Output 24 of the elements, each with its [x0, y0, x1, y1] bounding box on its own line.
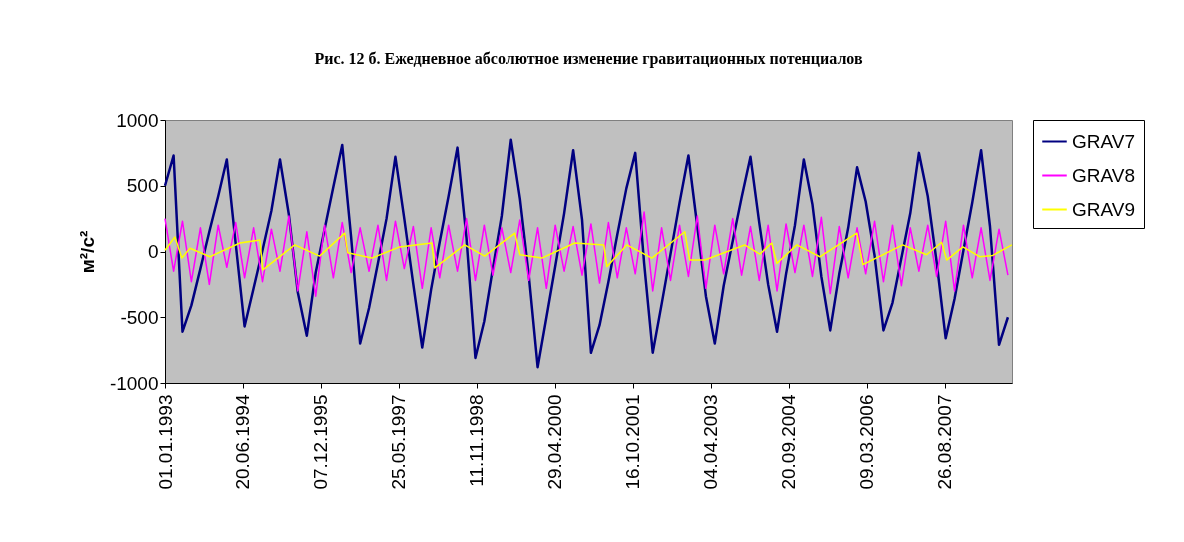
- x-tick-label: 16.10.2001: [622, 394, 644, 490]
- chart-title: Рис. 12 б. Ежедневное абсолютное изменение гравитационных потенциалов: [314, 50, 863, 68]
- y-tick-label: 500: [126, 175, 159, 197]
- x-tick-label: 20.09.2004: [778, 394, 800, 490]
- y-tick-label: -1000: [109, 372, 159, 394]
- x-tick-label: 20.06.1994: [232, 394, 254, 490]
- y-tick-label: 0: [147, 241, 159, 262]
- y-tick-label: -500: [120, 306, 159, 328]
- x-tick-label: 26.08.2007: [934, 394, 956, 490]
- x-tick-label: 11.11.1998: [466, 394, 488, 487]
- legend-label: GRAV9: [1072, 198, 1136, 220]
- x-tick-label: 04.04.2003: [700, 394, 722, 490]
- x-tick-label: 25.05.1997: [388, 394, 410, 490]
- y-axis-title: м²/с²: [76, 230, 98, 274]
- legend-label: GRAV8: [1072, 164, 1136, 186]
- x-tick-label: 01.01.1993: [154, 394, 176, 490]
- x-tick-label: 29.04.2000: [544, 394, 566, 490]
- legend-label: GRAV7: [1072, 130, 1136, 152]
- x-tick-label: 09.03.2006: [856, 394, 878, 490]
- line-series: [164, 211, 1009, 297]
- x-tick-label: 07.12.1995: [310, 394, 332, 490]
- line-series: [164, 231, 1013, 271]
- y-tick-label: 1000: [116, 109, 159, 131]
- line-series: [163, 138, 1010, 369]
